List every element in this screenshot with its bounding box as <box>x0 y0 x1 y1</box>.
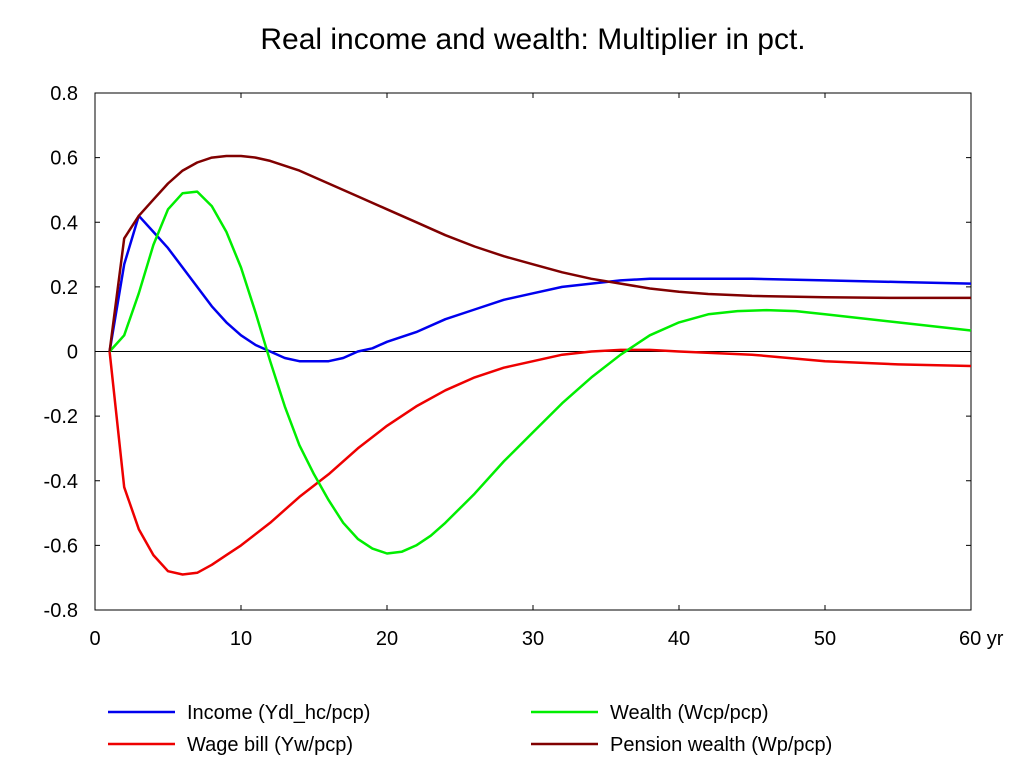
series-lines <box>108 154 972 576</box>
series-line-pension <box>108 154 971 352</box>
x-tick-label: 10 <box>230 628 252 650</box>
x-tick-label: 30 <box>522 628 544 650</box>
y-tick-label: 0.6 <box>50 148 78 170</box>
x-tick-label: 50 <box>814 628 836 650</box>
legend-label-wealth: Wealth (Wcp/pcp) <box>610 702 769 724</box>
y-tick-label: 0.2 <box>50 277 78 299</box>
y-tick-label: -0.4 <box>44 471 78 493</box>
x-tick-label: 20 <box>376 628 398 650</box>
x-tick-label: 40 <box>668 628 690 650</box>
y-tick-label: -0.6 <box>44 535 78 557</box>
legend-label-wage: Wage bill (Yw/pcp) <box>187 734 353 756</box>
series-line-income <box>108 214 972 363</box>
y-tick-label: -0.8 <box>44 600 78 622</box>
y-tick-label: 0.8 <box>50 83 78 105</box>
y-tick-label: 0 <box>67 342 78 364</box>
y-tick-label: -0.2 <box>44 406 78 428</box>
legend-label-income: Income (Ydl_hc/pcp) <box>187 702 370 724</box>
legend-label-pension: Pension wealth (Wp/pcp) <box>610 734 832 756</box>
series-line-wage <box>108 348 972 576</box>
chart-title: Real income and wealth: Multiplier in pc… <box>260 23 805 56</box>
x-tick-label: 60 yr <box>959 628 1004 650</box>
x-tick-label: 0 <box>89 628 100 650</box>
y-tick-label: 0.4 <box>50 212 78 234</box>
series-line-wealth <box>108 190 972 555</box>
axis-ticks: -0.8 -0.6 -0.4 -0.2 0 0.2 0.4 0.6 0.8 0 10 20 30 40 50… <box>44 83 1004 650</box>
legend: Income (Ydl_hc/pcp) Wage bill (Yw/pcp) Wea… <box>108 702 832 756</box>
